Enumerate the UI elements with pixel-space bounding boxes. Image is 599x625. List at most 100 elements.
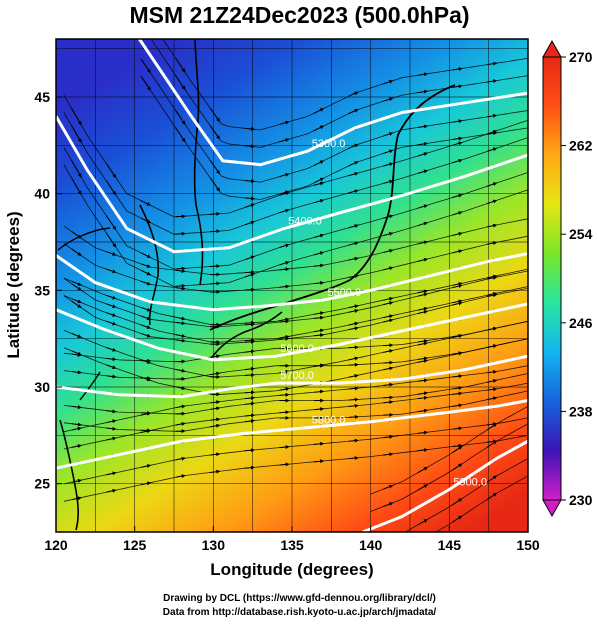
wind-arrow [383,248,394,253]
wind-arrow [175,321,186,326]
wind-arrow [210,417,221,422]
wind-arrow [417,204,428,209]
wind-arrow [244,366,255,371]
credit-drawing: Drawing by DCL (https://www.gfd-dennou.o… [163,593,436,604]
wind-arrow [71,298,82,304]
wind-arrow [210,264,221,269]
wind-arrow [313,407,325,412]
wind-arrow [175,404,186,409]
wind-arrow [140,464,152,468]
wind-arrow [383,555,392,559]
wind-arrow [175,456,186,461]
contour-label: 5300.0 [312,138,346,150]
wind-arrow [106,251,117,256]
wind-arrow [175,316,186,321]
wind-arrow [383,395,394,400]
wind-arrow [417,289,428,294]
wind-arrow [452,136,463,141]
wind-arrow [383,452,394,457]
wind-arrow [140,481,152,486]
colorbar-tick-label: 230 [569,492,593,508]
wind-arrow [417,341,428,346]
wind-arrow [313,198,325,204]
wind-arrow [105,180,117,196]
wind-arrow [279,243,290,249]
wind-arrow [348,309,359,313]
streamline [370,423,528,512]
contour-line [56,252,528,312]
wind-arrow [175,268,186,273]
wind-arrow [452,374,463,379]
streamline [404,458,528,532]
wind-arrow [71,352,82,357]
wind-arrow [175,75,186,91]
wind-arrow [487,61,498,66]
wind-arrow [279,267,290,272]
wind-arrow [486,241,498,246]
wind-arrow [417,257,428,262]
contour-line [56,354,528,399]
wind-arrow [71,108,82,126]
wind-arrow [348,304,359,309]
streamline [150,39,528,148]
wind-arrow [140,200,151,206]
colorbar-tick-label: 254 [569,226,593,242]
wind-arrow [417,519,428,526]
wind-arrow [244,322,255,327]
wind-arrow [417,169,428,174]
wind-arrow [140,58,151,74]
wind-arrow [140,306,152,312]
x-tick-label: 135 [280,537,304,553]
wind-arrow [452,141,463,146]
wind-arrow [487,79,498,84]
y-tick-label: 45 [34,89,50,105]
colorbar-min-arrow [542,499,562,518]
wind-arrow [486,147,498,152]
wind-arrow [452,426,463,431]
wind-arrow [348,345,359,350]
wind-arrow [106,347,117,352]
x-tick-label: 140 [359,537,383,553]
wind-arrow [106,374,117,379]
wind-arrow [313,441,325,446]
wind-arrow [417,448,428,453]
y-tick-label: 40 [34,186,50,202]
wind-arrow [383,349,394,354]
wind-arrow [244,270,255,275]
wind-arrow [348,397,359,402]
wind-arrow [452,158,463,164]
y-tick-label: 35 [34,282,50,298]
wind-arrow [348,241,359,246]
wind-arrow [383,314,394,319]
wind-arrow [244,413,255,418]
wind-arrow [313,251,325,256]
wind-arrow [140,280,152,286]
wind-arrow [417,391,428,396]
wind-arrow [106,471,117,476]
wind-arrow [313,328,325,333]
wind-arrow [244,320,255,325]
wind-arrow [348,456,359,461]
wind-arrow [313,315,325,320]
wind-arrow [383,296,394,301]
wind-arrow [210,211,221,216]
wind-arrow [417,89,428,94]
wind-arrow [140,217,151,224]
contour-line [56,302,528,362]
wind-arrow [383,79,394,85]
wind-arrow [106,426,117,431]
wind-arrow [348,326,359,331]
wind-arrow [279,334,290,339]
wind-arrow [348,438,359,443]
wind-arrow [383,412,394,417]
wind-arrow [71,405,82,410]
wind-arrow [244,196,255,201]
wind-arrow [71,125,82,143]
y-axis: 25 30 35 40 45 [34,89,62,492]
wind-arrow [348,321,359,326]
contour-line [138,39,528,167]
wind-arrow [452,84,463,89]
wind-arrow [175,57,186,73]
streamline [142,60,528,183]
wind-arrow [279,261,290,266]
